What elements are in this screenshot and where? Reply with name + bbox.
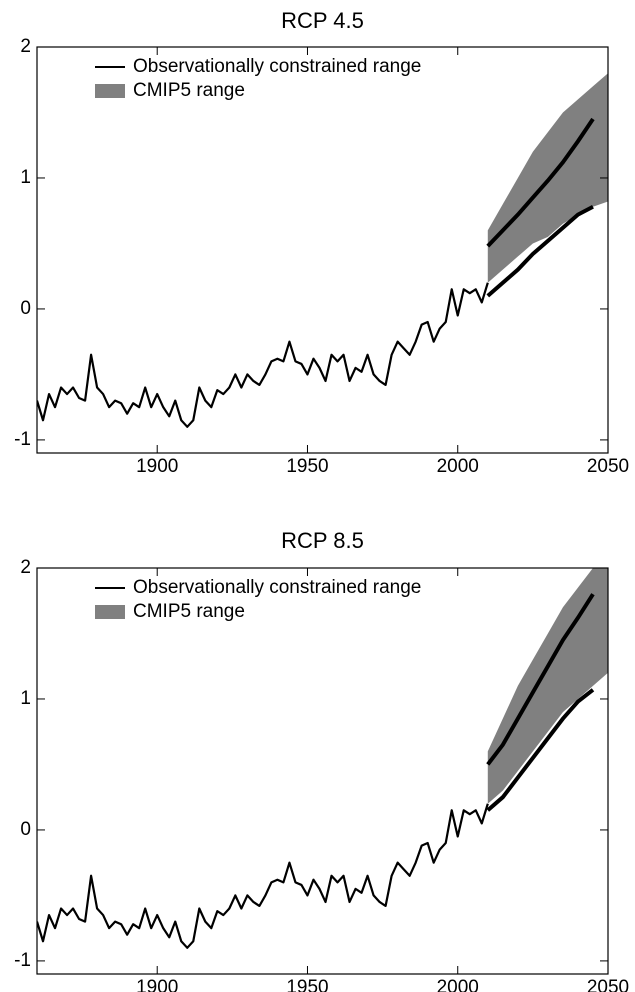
panel: RCP 4.5 -1 0 1 2 1900 1950 2000 2050 Observationa… — [14, 8, 629, 477]
chart-title: RCP 4.5 — [281, 8, 364, 33]
x-tick-label: 1900 — [136, 456, 178, 477]
legend-swatch — [95, 84, 125, 98]
y-tick-label: 1 — [20, 688, 31, 709]
x-tick-label: 1950 — [286, 456, 328, 477]
cmip5-band — [487, 568, 608, 804]
y-tick-label: 1 — [20, 167, 31, 188]
x-tick-label: 2000 — [437, 456, 479, 477]
chart-title: RCP 8.5 — [281, 528, 364, 553]
observed-line — [37, 282, 489, 428]
plot-area — [37, 73, 608, 428]
observed-line — [37, 803, 489, 949]
x-tick-label: 1900 — [136, 977, 178, 992]
y-tick-label: 2 — [20, 36, 31, 57]
plot-area — [37, 568, 608, 949]
y-tick-label: 2 — [20, 557, 31, 578]
constrained-line — [486, 688, 595, 812]
x-tick-label: 2000 — [437, 977, 479, 992]
legend-label: CMIP5 range — [133, 80, 245, 101]
x-tick-label: 2050 — [587, 456, 629, 477]
y-tick-label: 0 — [20, 298, 31, 319]
x-tick-label: 2050 — [587, 977, 629, 992]
y-tick-label: 0 — [20, 819, 31, 840]
constrained-line — [486, 593, 595, 766]
constrained-line — [486, 205, 594, 298]
x-tick-label: 1950 — [286, 977, 328, 992]
legend-label: Observationally constrained range — [133, 577, 421, 598]
y-tick-label: -1 — [14, 950, 31, 971]
legend-label: Observationally constrained range — [133, 56, 421, 77]
plot-frame — [36, 567, 609, 975]
panel: RCP 8.5 -1 0 1 2 1900 1950 2000 2050 Observationa… — [14, 528, 629, 992]
legend-swatch — [95, 605, 125, 619]
legend-label: CMIP5 range — [133, 601, 245, 622]
y-tick-label: -1 — [14, 429, 31, 450]
constrained-line — [486, 117, 595, 248]
plot-frame — [36, 46, 609, 454]
